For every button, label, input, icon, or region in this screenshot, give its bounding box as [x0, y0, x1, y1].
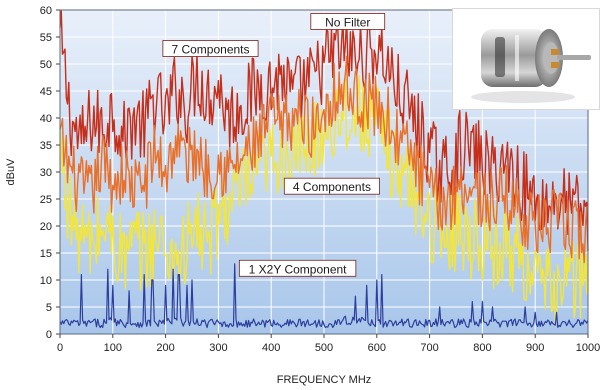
x-tick-label: 100 [104, 342, 122, 354]
x-tick-label: 600 [368, 342, 386, 354]
series-line-1-x2y-component [59, 263, 589, 329]
annotation-7-components: 7 Components [162, 40, 259, 57]
x-tick-label: 800 [473, 342, 491, 354]
x-tick-label: 200 [156, 342, 174, 354]
annotation-label: 1 X2Y Component [249, 262, 348, 276]
series-line-7-components [59, 55, 589, 264]
annotation-label: No Filter [325, 16, 370, 30]
y-tick-label: 25 [40, 194, 52, 206]
annotation-box [162, 40, 259, 57]
y-tick-label: 50 [40, 59, 52, 71]
y-tick-label: 5 [46, 302, 52, 314]
x-tick-label: 1000 [576, 342, 600, 354]
annotation-label: 7 Components [171, 43, 249, 57]
x-tick-label: 300 [209, 342, 227, 354]
series-line-4-components [59, 75, 589, 327]
annotation-1-x2y-component: 1 X2Y Component [238, 259, 357, 277]
x-tick-label: 900 [526, 342, 544, 354]
x-axis-ticks: 0 100 200 300 400 500 600 700 800 900 1000 [57, 334, 600, 354]
y-tick-label: 15 [40, 248, 52, 260]
x-tick-label: 500 [315, 342, 333, 354]
y-axis-title: dBuV [5, 158, 17, 186]
annotations: No Filter 7 Components 4 Components 1 X2Y C… [162, 13, 386, 277]
y-tick-label: 40 [40, 113, 52, 125]
y-tick-label: 45 [40, 86, 52, 98]
x-tick-label: 0 [57, 342, 63, 354]
y-tick-label: 55 [40, 32, 52, 44]
y-axis-ticks: 0 5 10 15 20 25 30 35 40 45 50 55 60 [40, 5, 60, 341]
dc-motor-photo [471, 29, 591, 103]
x-tick-label: 400 [262, 342, 280, 354]
motor-photo-inset [452, 8, 600, 110]
y-tick-label: 30 [40, 167, 52, 179]
annotation-box [310, 13, 386, 30]
annotation-4-components: 4 Components [283, 177, 380, 195]
series-layer [59, 10, 589, 329]
annotation-box [238, 259, 357, 277]
y-tick-label: 10 [40, 275, 52, 287]
y-tick-label: 60 [40, 5, 52, 17]
x-tick-label: 700 [420, 342, 438, 354]
y-tick-label: 20 [40, 221, 52, 233]
annotation-box [283, 177, 380, 195]
x-axis-title: FREQUENCY MHz [277, 374, 372, 386]
y-tick-label: 35 [40, 140, 52, 152]
annotation-label: 4 Components [293, 180, 371, 194]
annotation-no-filter: No Filter [310, 13, 386, 30]
y-tick-label: 0 [46, 329, 52, 341]
